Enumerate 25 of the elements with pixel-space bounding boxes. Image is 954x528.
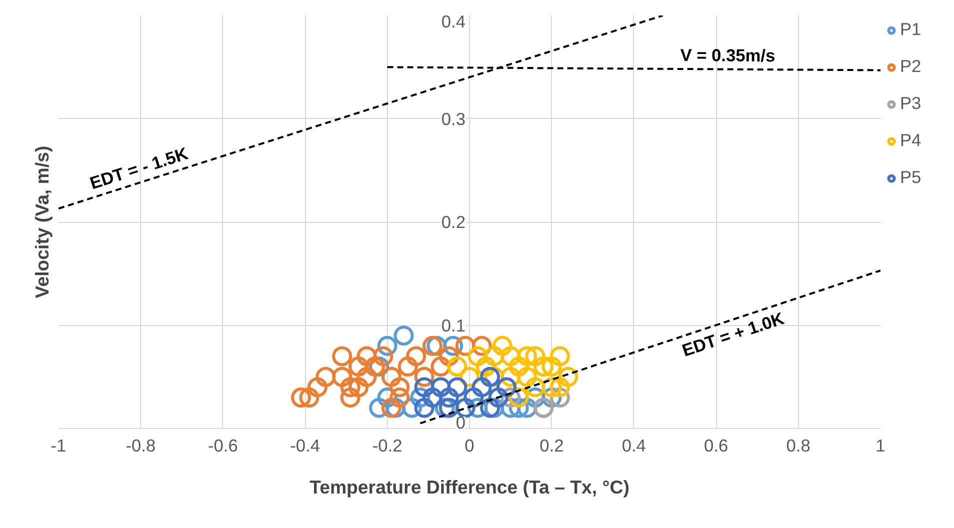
x-tick-label: 0.4 (622, 436, 646, 456)
x-tick-label: -0.8 (126, 436, 156, 456)
annotation: V = 0.35m/s (680, 44, 776, 66)
x-tick-label: -0.2 (372, 436, 402, 456)
x-tick-label: 0.8 (786, 436, 810, 456)
y-tick-label: 0.1 (441, 315, 466, 336)
legend-label: P1 (900, 19, 922, 40)
x-tick-label: -0.6 (208, 436, 238, 456)
x-tick-label: 1 (876, 436, 886, 456)
legend-label: P5 (900, 167, 922, 188)
legend-label: P2 (900, 56, 922, 77)
x-tick-label: -1 (50, 436, 66, 456)
y-tick-label: 0.4 (441, 12, 466, 32)
x-tick-label: 0.6 (704, 436, 728, 456)
y-tick-label: 0.2 (441, 212, 466, 232)
y-axis-title: Velocity (Va, m/s) (32, 146, 52, 298)
legend-label: P4 (900, 130, 922, 151)
legend-label: P3 (900, 93, 922, 114)
annotation: EDT = - 1.5K (87, 143, 191, 194)
x-tick-label: 0.2 (540, 436, 564, 456)
y-tick-label: 0 (456, 412, 466, 432)
x-axis-title: Temperature Difference (Ta – Tx, °C) (310, 476, 630, 498)
x-tick-label: -0.4 (290, 436, 320, 456)
y-tick-label: 0.3 (441, 108, 466, 129)
annotation: EDT = + 1.0K (680, 308, 787, 360)
